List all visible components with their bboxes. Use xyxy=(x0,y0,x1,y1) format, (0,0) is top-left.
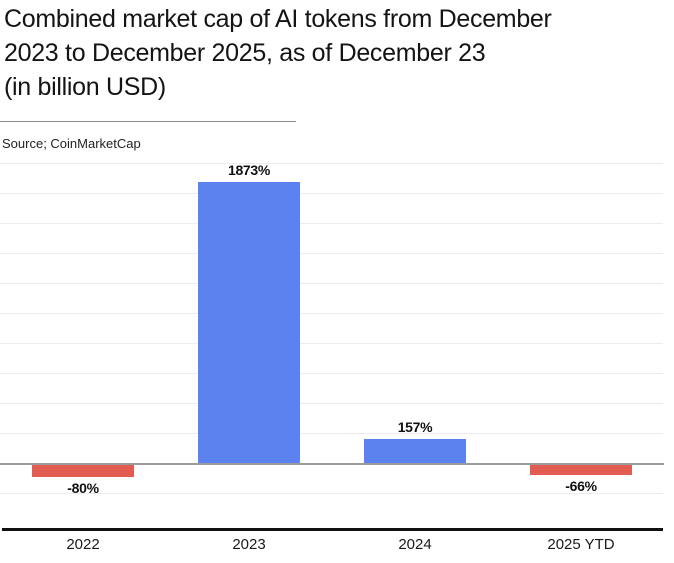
gridline xyxy=(0,223,663,224)
bar-value-label: -66% xyxy=(565,478,597,494)
bar-value-label: -80% xyxy=(67,480,99,496)
bar-2023 xyxy=(198,182,300,463)
zero-baseline xyxy=(0,463,664,465)
gridline xyxy=(0,433,663,434)
gridline xyxy=(0,343,663,344)
gridline xyxy=(0,403,663,404)
x-axis-line xyxy=(2,528,663,531)
x-tick-label: 2025 YTD xyxy=(547,536,615,553)
chart-title: Combined market cap of AI tokens from De… xyxy=(4,2,552,104)
gridline xyxy=(0,283,663,284)
x-tick-label: 2024 xyxy=(398,536,432,553)
bar-2024 xyxy=(364,439,466,463)
gridline xyxy=(0,313,663,314)
gridline xyxy=(0,373,663,374)
x-tick-label: 2022 xyxy=(66,536,100,553)
gridline xyxy=(0,163,663,164)
gridline xyxy=(0,493,663,494)
title-divider xyxy=(0,121,296,122)
gridline xyxy=(0,193,663,194)
bar-chart: -80% 2022 1873% 2023 157% 2024 -66% 2025 YTD xyxy=(0,160,674,563)
x-tick-label: 2023 xyxy=(232,536,266,553)
bar-value-label: 157% xyxy=(397,419,433,435)
bar-2025-ytd xyxy=(530,465,632,475)
chart-title-line-2: 2023 to December 2025, as of December 23 xyxy=(4,39,486,67)
bar-2022 xyxy=(32,465,134,477)
source-label: Source; CoinMarketCap xyxy=(2,136,141,151)
chart-title-line-1: Combined market cap of AI tokens from De… xyxy=(4,5,552,33)
gridline xyxy=(0,253,663,254)
bar-value-label: 1873% xyxy=(227,162,271,178)
chart-title-line-3: (in billion USD) xyxy=(4,73,166,101)
